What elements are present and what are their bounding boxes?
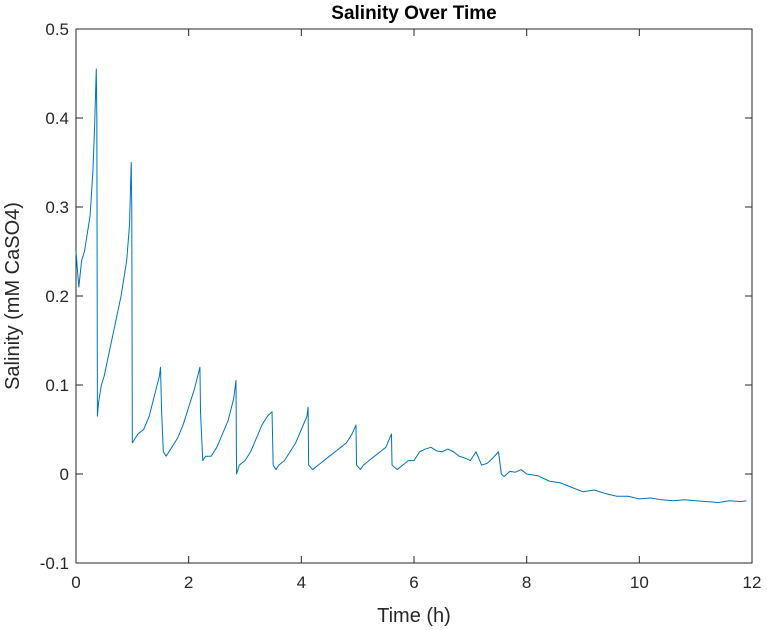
x-tick-label: 12 (743, 573, 762, 592)
x-tick-label: 6 (409, 573, 418, 592)
plot-area (75, 28, 753, 564)
y-tick-label: 0.4 (45, 109, 69, 128)
x-axis-label: Time (h) (377, 605, 451, 627)
salinity-series-line (75, 68, 747, 503)
y-tick-label: 0.3 (45, 198, 69, 217)
y-tick-label: 0.1 (45, 376, 69, 395)
y-tick-label: -0.1 (40, 554, 69, 573)
y-tick-label: 0.2 (45, 287, 69, 306)
y-tick-label: 0 (60, 465, 69, 484)
y-tick-label: 0.5 (45, 20, 69, 39)
chart-title: Salinity Over Time (331, 3, 496, 24)
x-tick-label: 8 (522, 573, 531, 592)
x-tick-label: 2 (184, 573, 193, 592)
x-tick-label: 4 (297, 573, 306, 592)
x-tick-label: 0 (71, 573, 80, 592)
axis-ticks: 0 2 4 6 8 10 12-0.100.10.20.30.40.5 (40, 20, 762, 592)
x-tick-label: 10 (630, 573, 649, 592)
y-axis-label: Salinity (mM CaSO4) (2, 202, 24, 390)
